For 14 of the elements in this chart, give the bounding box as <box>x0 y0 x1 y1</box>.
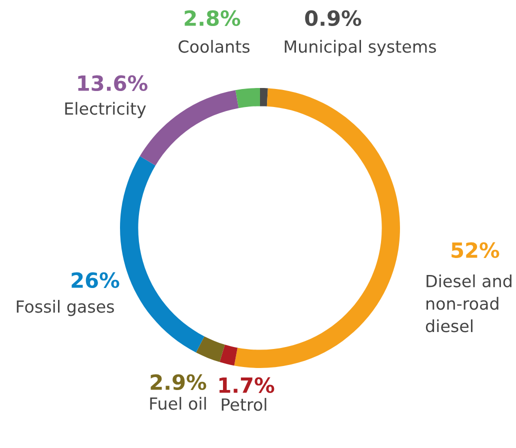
slice-label: Electricity <box>65 102 146 118</box>
slice-label: Coolants <box>178 40 250 53</box>
slice-label: Diesel and non-road diesel <box>426 274 512 332</box>
slice-label: Petrol <box>222 398 266 411</box>
data-label: 52% <box>452 242 500 258</box>
data-label: 2.9% <box>150 374 206 390</box>
slice-label: Fuel oil <box>150 396 206 410</box>
data-label: 0.9% <box>305 10 362 26</box>
data-label: 26% <box>72 272 120 288</box>
slice-label: Fossil gases <box>16 300 114 316</box>
slice-label: Municipal systems <box>284 40 436 56</box>
data-label: 2.8% <box>184 10 240 26</box>
data-label: 13.6% <box>78 75 148 92</box>
data-label: 1.7% <box>219 377 274 394</box>
